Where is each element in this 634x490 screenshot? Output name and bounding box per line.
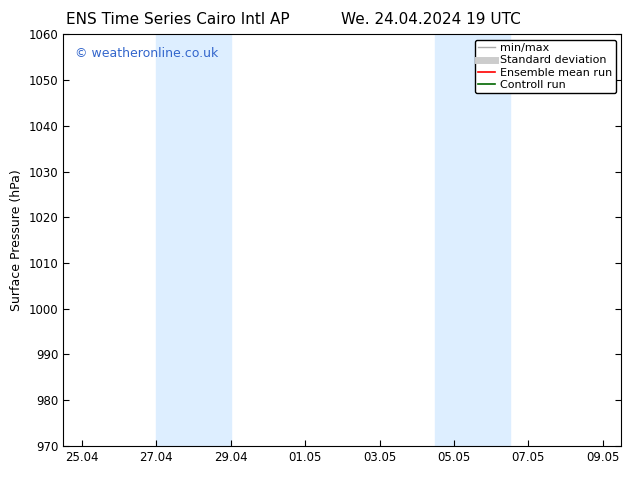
Legend: min/max, Standard deviation, Ensemble mean run, Controll run: min/max, Standard deviation, Ensemble me… <box>475 40 616 93</box>
Text: ENS Time Series Cairo Intl AP: ENS Time Series Cairo Intl AP <box>66 12 289 27</box>
Bar <box>436 34 510 446</box>
Bar <box>157 34 231 446</box>
Y-axis label: Surface Pressure (hPa): Surface Pressure (hPa) <box>10 169 23 311</box>
Text: We. 24.04.2024 19 UTC: We. 24.04.2024 19 UTC <box>341 12 521 27</box>
Text: © weatheronline.co.uk: © weatheronline.co.uk <box>75 47 218 60</box>
